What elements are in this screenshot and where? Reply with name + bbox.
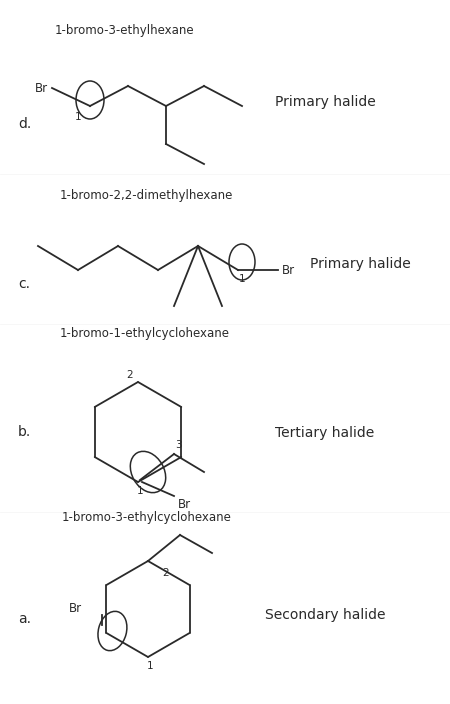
Text: 1: 1 — [238, 274, 245, 284]
Text: Br: Br — [35, 82, 48, 94]
Text: Br: Br — [282, 263, 295, 277]
Text: 2: 2 — [163, 568, 169, 578]
Text: b.: b. — [18, 425, 31, 439]
Text: 2: 2 — [127, 370, 133, 380]
Text: Br: Br — [178, 498, 191, 510]
Text: Primary halide: Primary halide — [275, 95, 376, 109]
Text: 1: 1 — [137, 486, 143, 496]
Text: 1-bromo-2,2-dimethylhexane: 1-bromo-2,2-dimethylhexane — [60, 189, 234, 202]
Text: a.: a. — [18, 612, 31, 626]
Text: 1-bromo-3-ethylcyclohexane: 1-bromo-3-ethylcyclohexane — [62, 511, 232, 524]
Text: 1: 1 — [147, 661, 153, 671]
Text: 1-bromo-1-ethylcyclohexane: 1-bromo-1-ethylcyclohexane — [60, 327, 230, 340]
Text: Secondary halide: Secondary halide — [265, 608, 386, 622]
Text: d.: d. — [18, 117, 31, 131]
Text: 3: 3 — [175, 440, 181, 450]
Text: Br: Br — [69, 603, 82, 615]
Text: c.: c. — [18, 277, 30, 291]
Text: Primary halide: Primary halide — [310, 257, 411, 271]
Text: 1-bromo-3-ethylhexane: 1-bromo-3-ethylhexane — [55, 24, 194, 37]
Text: Tertiary halide: Tertiary halide — [275, 426, 374, 440]
Text: 1: 1 — [75, 112, 81, 122]
